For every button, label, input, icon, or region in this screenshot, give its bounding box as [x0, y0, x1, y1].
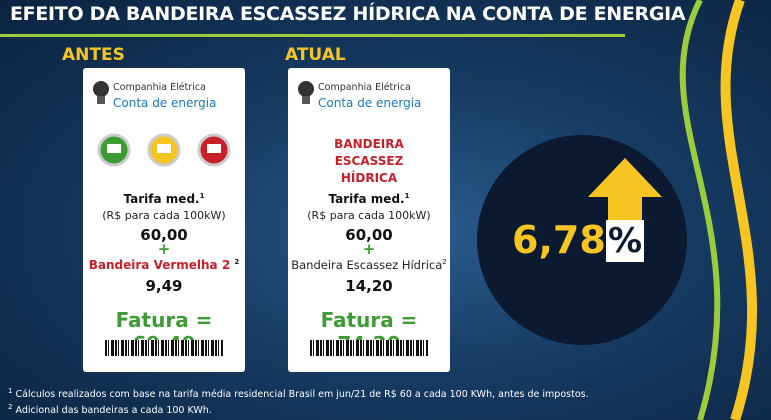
barcode [105, 340, 223, 356]
note-mark: 2 [8, 403, 13, 411]
flag-label: Bandeira Escassez Hídrica2 [288, 258, 450, 272]
plus: + [157, 240, 171, 258]
tariff-label-text: Tarifa med. [123, 192, 200, 206]
flag-value: 14,20 [345, 277, 393, 295]
flag-title: BANDEIRA ESCASSEZ HÍDRICA [334, 137, 404, 185]
plus: + [362, 240, 376, 258]
receipt: Companhia Elétrica Conta de energia Tari… [83, 68, 245, 372]
footnote: 2 Adicional das bandeiras a cada 100 KWh… [8, 403, 212, 416]
flag-label-text: Bandeira Escassez Hídrica [291, 258, 443, 272]
company: Companhia Elétrica [318, 82, 411, 93]
footnote: 1 Cálculos realizados com base na tarifa… [8, 387, 589, 400]
increase-unit: % [606, 220, 644, 262]
footnote-text: Cálculos realizados com base na tarifa m… [15, 389, 589, 401]
receipt: Companhia Elétrica Conta de energia BAND… [288, 68, 450, 372]
title: EFEITO DA BANDEIRA ESCASSEZ HÍDRICA NA C… [10, 3, 686, 25]
company: Companhia Elétrica [113, 82, 206, 93]
tariff-label-text: Tarifa med. [328, 192, 405, 206]
flag-value: 9,49 [145, 277, 183, 295]
account: Conta de energia [318, 96, 422, 110]
tariff-unit: (R$ para cada 100kW) [307, 209, 431, 222]
tariff-value: 60,00 [345, 226, 393, 244]
tariff-label: Tarifa med.1 [83, 192, 245, 206]
panel-label: ATUAL [285, 45, 346, 65]
bulb-icon [298, 81, 314, 104]
flag-icons [97, 133, 231, 167]
note-mark: 1 [199, 192, 205, 200]
flag-label: Bandeira Vermelha 2 2 [83, 258, 245, 272]
increase-value: 6,78 [512, 218, 606, 262]
panel-label: ANTES [62, 45, 125, 65]
account: Conta de energia [113, 96, 217, 110]
tariff-value: 60,00 [140, 226, 188, 244]
note-mark: 2 [234, 258, 240, 266]
tariff-unit: (R$ para cada 100kW) [102, 209, 226, 222]
footnote-text: Adicional das bandeiras a cada 100 KWh. [15, 405, 212, 417]
note-mark: 1 [8, 387, 13, 395]
note-mark: 1 [404, 192, 410, 200]
tariff-label: Tarifa med.1 [288, 192, 450, 206]
title-rule [0, 34, 625, 37]
bulb-icon [93, 81, 109, 104]
note-mark: 2 [442, 258, 447, 267]
flag-label-text: Bandeira Vermelha 2 [88, 258, 231, 272]
barcode [310, 340, 428, 356]
